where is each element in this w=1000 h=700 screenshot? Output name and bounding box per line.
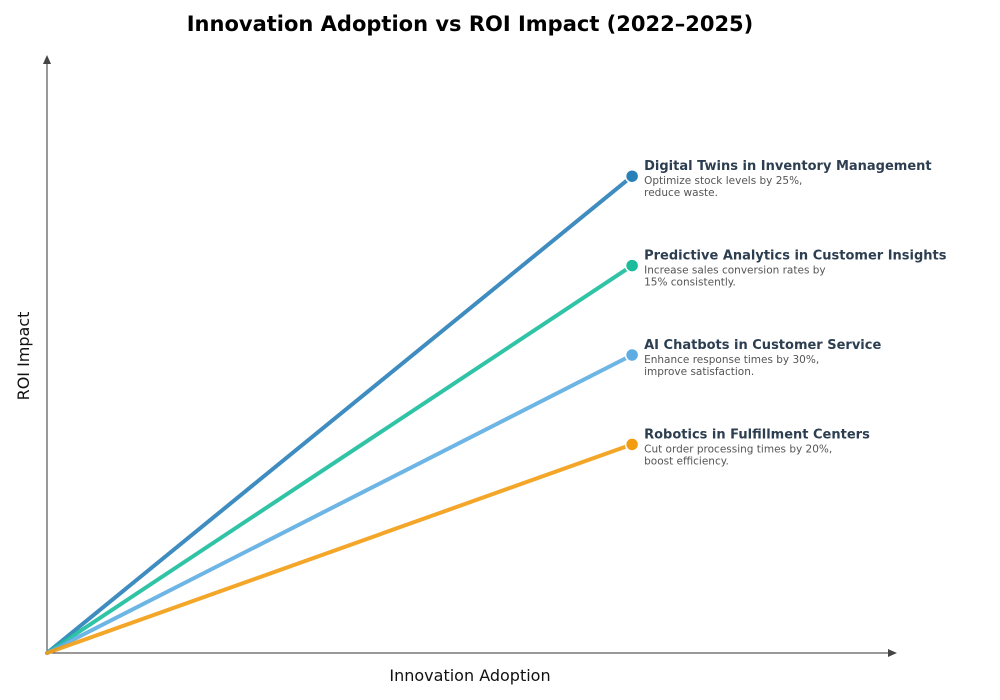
series-endpoint bbox=[624, 168, 640, 184]
series-description: 15% consistently. bbox=[644, 277, 736, 289]
y-axis bbox=[43, 55, 51, 653]
series-1: Predictive Analytics in Customer Insight… bbox=[45, 249, 947, 655]
series-layer: Digital Twins in Inventory ManagementOpt… bbox=[45, 159, 947, 655]
chart-title: Innovation Adoption vs ROI Impact (2022–… bbox=[187, 12, 754, 36]
series-description: improve satisfaction. bbox=[644, 366, 754, 378]
series-description: boost efficiency. bbox=[644, 455, 729, 467]
x-axis bbox=[47, 649, 897, 657]
series-endpoint bbox=[624, 347, 640, 363]
series-line bbox=[45, 174, 635, 655]
series-description: Optimize stock levels by 25%, bbox=[644, 175, 802, 187]
series-0: Digital Twins in Inventory ManagementOpt… bbox=[45, 159, 932, 655]
series-endpoint bbox=[624, 437, 640, 452]
series-line bbox=[45, 263, 635, 655]
series-description: Enhance response times by 30%, bbox=[644, 354, 819, 366]
series-label: Digital Twins in Inventory Management bbox=[644, 159, 932, 174]
series-line bbox=[45, 353, 635, 655]
series-label: Predictive Analytics in Customer Insight… bbox=[644, 249, 947, 264]
series-label: Robotics in Fulfillment Centers bbox=[644, 427, 870, 442]
series-description: Cut order processing times by 20%, bbox=[644, 443, 832, 455]
series-description: reduce waste. bbox=[644, 187, 718, 199]
y-axis-arrow-icon bbox=[43, 55, 51, 64]
series-endpoint bbox=[624, 258, 640, 273]
y-axis-label: ROI Impact bbox=[14, 312, 33, 401]
series-line bbox=[45, 442, 635, 655]
x-axis-arrow-icon bbox=[888, 649, 897, 657]
series-label: AI Chatbots in Customer Service bbox=[644, 338, 881, 353]
x-axis-label: Innovation Adoption bbox=[389, 666, 550, 685]
series-description: Increase sales conversion rates by bbox=[644, 265, 826, 277]
